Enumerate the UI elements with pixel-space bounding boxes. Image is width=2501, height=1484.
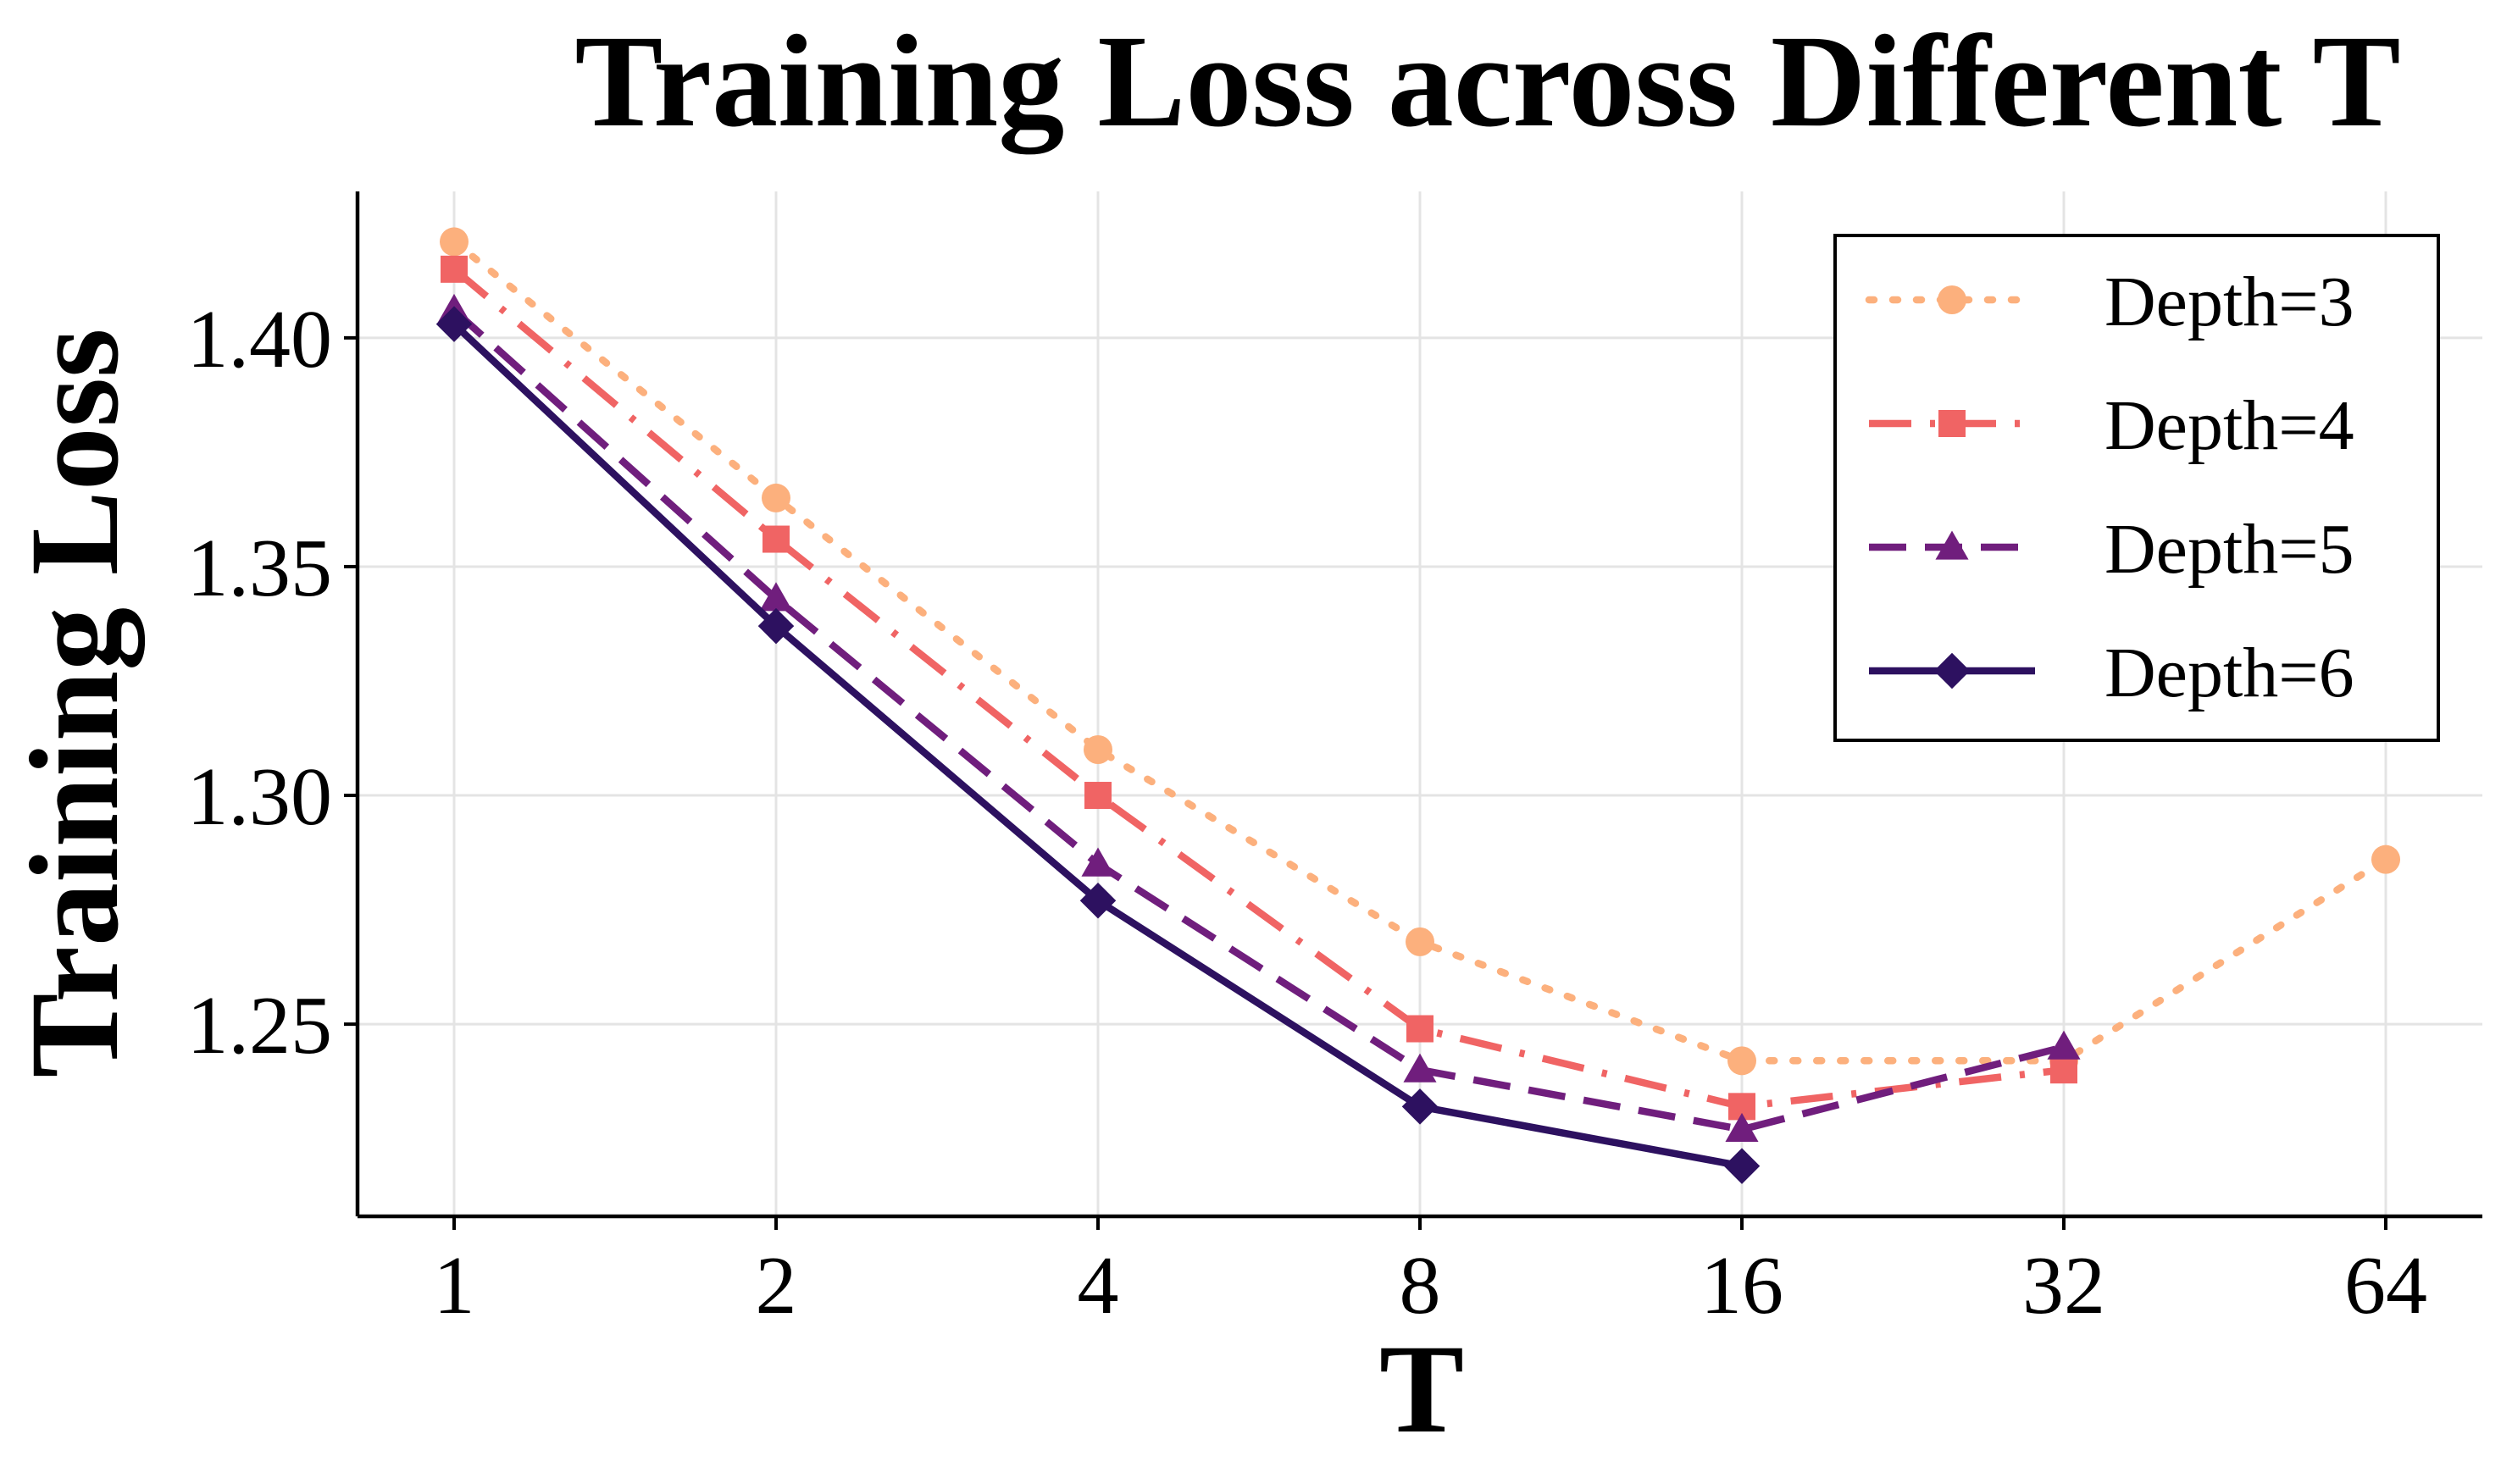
x-tick-label: 16 [1700, 1240, 1783, 1332]
legend-label: Depth=6 [2104, 634, 2354, 712]
legend-item: Depth=6 [1869, 634, 2354, 712]
x-tick-label: 2 [756, 1240, 797, 1332]
data-point [2050, 1056, 2077, 1084]
x-tick-label: 64 [2344, 1240, 2427, 1332]
data-point [1081, 847, 1115, 877]
x-tick-label: 32 [2022, 1240, 2105, 1332]
data-point [435, 306, 473, 342]
series-line [452, 266, 2065, 1110]
series-depth-6 [435, 306, 1761, 1184]
x-axis-label: T [1379, 1319, 1464, 1459]
data-point [1725, 1112, 1759, 1143]
axes [344, 191, 2482, 1230]
data-point [757, 607, 795, 645]
y-tick-label: 1.30 [187, 751, 333, 843]
data-point [440, 227, 469, 257]
x-tick-label: 4 [1078, 1240, 1119, 1332]
legend-item: Depth=5 [1869, 510, 2354, 589]
tick-labels: 1 2 4 8 16 32 64 1.25 1.30 1.35 1.40 [187, 294, 2428, 1332]
y-tick-label: 1.25 [187, 980, 333, 1071]
data-point [1406, 927, 1434, 956]
data-point [441, 255, 468, 283]
data-point [759, 582, 793, 612]
legend-marker [1935, 530, 1969, 560]
legend: Depth=3 Depth=4 Depth=5 Depth=6 [1833, 234, 2440, 742]
y-tick-label: 1.40 [187, 294, 333, 385]
data-point [2371, 844, 2400, 874]
legend-frame [1833, 234, 2440, 742]
data-point [1727, 1046, 1756, 1076]
data-point [1723, 1148, 1761, 1184]
series-lines [435, 227, 2400, 1184]
legend-marker [1933, 652, 1971, 689]
legend-label: Depth=5 [2104, 510, 2354, 589]
y-axis-label: Training Loss [4, 329, 145, 1078]
data-point [1079, 883, 1117, 919]
x-tick-label: 8 [1400, 1240, 1441, 1332]
data-point [1406, 1015, 1434, 1043]
series-depth-4 [441, 255, 2077, 1121]
y-tick-label: 1.35 [187, 523, 333, 614]
data-point [762, 525, 790, 553]
legend-label: Depth=3 [2104, 263, 2354, 341]
x-tick-label: 1 [434, 1240, 475, 1332]
chart-title: Training Loss across Different T [574, 8, 2400, 155]
data-point [762, 483, 790, 512]
legend-item: Depth=4 [1869, 386, 2354, 465]
legend-item: Depth=3 [1865, 263, 2354, 341]
legend-marker [1938, 285, 1966, 314]
data-point [1401, 1088, 1439, 1125]
series-line [452, 307, 2066, 1133]
legend-label: Depth=4 [2104, 386, 2354, 465]
data-point [1084, 735, 1112, 765]
data-point [2047, 1030, 2081, 1060]
data-point [1403, 1053, 1437, 1083]
legend-marker [1938, 410, 1966, 437]
data-point [1084, 782, 1112, 810]
